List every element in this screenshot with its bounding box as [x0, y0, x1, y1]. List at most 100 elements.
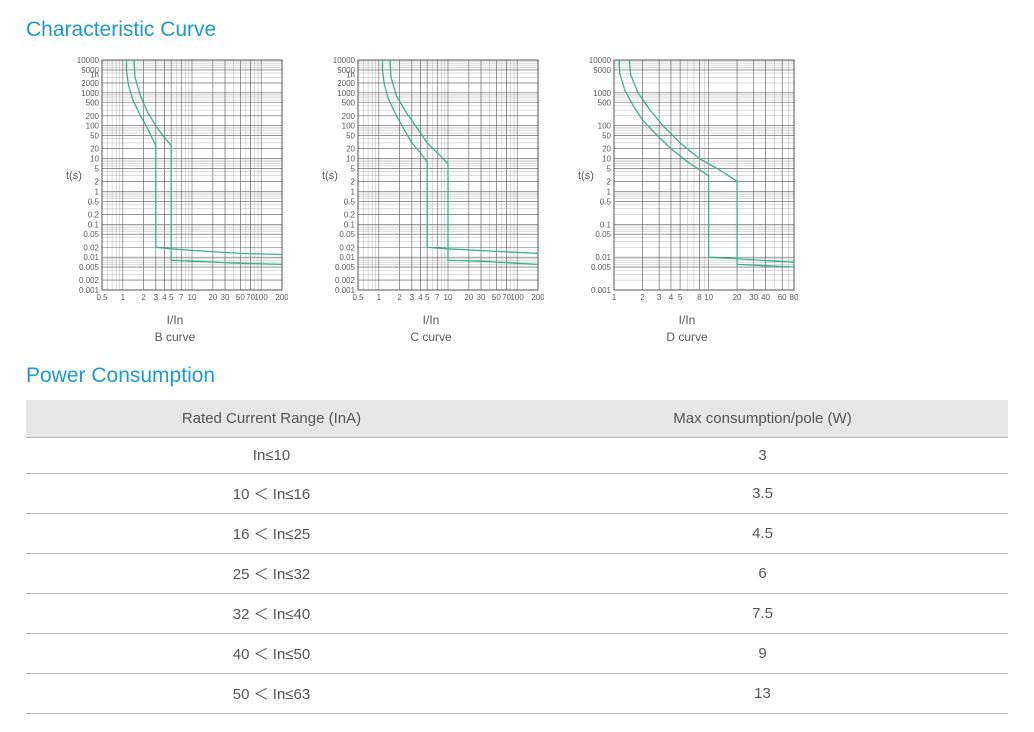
svg-text:7: 7: [179, 293, 184, 302]
svg-text:0.1: 0.1: [88, 220, 100, 229]
table-cell: 3.5: [517, 473, 1008, 513]
svg-text:2000: 2000: [337, 79, 355, 88]
svg-text:10000: 10000: [589, 56, 612, 65]
svg-text:t(s): t(s): [322, 170, 338, 182]
svg-text:0.5: 0.5: [344, 197, 356, 206]
svg-text:100: 100: [342, 122, 356, 131]
power-consumption-table: Rated Current Range (InA)Max consumption…: [26, 400, 1008, 714]
table-cell: 25 ＜ In≤32: [26, 553, 517, 593]
svg-text:0.02: 0.02: [83, 243, 99, 252]
svg-text:0.02: 0.02: [339, 243, 355, 252]
svg-text:10: 10: [90, 155, 99, 164]
svg-text:5000: 5000: [593, 66, 611, 75]
svg-text:1h: 1h: [90, 71, 99, 80]
svg-text:10: 10: [346, 155, 355, 164]
svg-text:0.2: 0.2: [88, 210, 100, 219]
svg-text:500: 500: [86, 99, 100, 108]
table-cell: 9: [517, 633, 1008, 673]
svg-text:1: 1: [351, 187, 356, 196]
svg-text:0.2: 0.2: [344, 210, 356, 219]
svg-text:0.001: 0.001: [591, 286, 612, 295]
svg-text:0.5: 0.5: [352, 293, 364, 302]
chart-b: 0.0010.0020.0050.010.020.050.10.20.51251…: [62, 54, 288, 346]
table-row: 50 ＜ In≤6313: [26, 673, 1008, 713]
svg-text:2: 2: [95, 178, 100, 187]
svg-text:500: 500: [598, 99, 612, 108]
svg-text:2: 2: [397, 293, 402, 302]
svg-text:5: 5: [169, 293, 174, 302]
svg-text:0.005: 0.005: [335, 263, 356, 272]
svg-text:50: 50: [236, 293, 245, 302]
svg-text:1: 1: [95, 187, 100, 196]
table-header: Max consumption/pole (W): [517, 400, 1008, 438]
table-row: In≤103: [26, 437, 1008, 473]
svg-text:8: 8: [697, 293, 702, 302]
table-header: Rated Current Range (InA): [26, 400, 517, 438]
chart-caption-c: I/InC curve: [410, 312, 451, 346]
svg-text:0.05: 0.05: [339, 230, 355, 239]
charts-row: 0.0010.0020.0050.010.020.050.10.20.51251…: [62, 54, 1008, 346]
chart-caption-d: I/InD curve: [666, 312, 707, 346]
table-cell: 50 ＜ In≤63: [26, 673, 517, 713]
table-cell: 3: [517, 437, 1008, 473]
svg-text:30: 30: [221, 293, 230, 302]
svg-text:0.005: 0.005: [79, 263, 100, 272]
table-row: 32 ＜ In≤407.5: [26, 593, 1008, 633]
svg-text:20: 20: [733, 293, 742, 302]
svg-text:0.01: 0.01: [339, 253, 355, 262]
table-cell: 4.5: [517, 513, 1008, 553]
svg-text:60: 60: [778, 293, 787, 302]
svg-text:80: 80: [790, 293, 799, 302]
chart-caption-b: I/InB curve: [155, 312, 196, 346]
svg-text:200: 200: [531, 293, 544, 302]
svg-text:0.5: 0.5: [96, 293, 108, 302]
svg-text:40: 40: [761, 293, 770, 302]
svg-text:10: 10: [188, 293, 197, 302]
svg-text:100: 100: [254, 293, 268, 302]
table-row: 16 ＜ In≤254.5: [26, 513, 1008, 553]
svg-text:1: 1: [607, 187, 612, 196]
svg-text:t(s): t(s): [578, 170, 594, 182]
svg-text:4: 4: [162, 293, 167, 302]
svg-text:10: 10: [704, 293, 713, 302]
svg-text:10: 10: [602, 155, 611, 164]
svg-text:2000: 2000: [81, 79, 99, 88]
table-row: 25 ＜ In≤326: [26, 553, 1008, 593]
svg-text:1000: 1000: [81, 89, 99, 98]
svg-text:4: 4: [418, 293, 423, 302]
svg-text:1000: 1000: [337, 89, 355, 98]
svg-text:50: 50: [602, 132, 611, 141]
svg-text:3: 3: [657, 293, 662, 302]
svg-text:0.01: 0.01: [83, 253, 99, 262]
svg-text:10: 10: [444, 293, 453, 302]
svg-text:0.5: 0.5: [88, 197, 100, 206]
svg-text:0.05: 0.05: [83, 230, 99, 239]
table-row: 40 ＜ In≤509: [26, 633, 1008, 673]
table-cell: 7.5: [517, 593, 1008, 633]
svg-text:0.005: 0.005: [591, 263, 612, 272]
svg-text:30: 30: [749, 293, 758, 302]
table-cell: 32 ＜ In≤40: [26, 593, 517, 633]
characteristic-curve-heading: Characteristic Curve: [26, 18, 1008, 42]
table-cell: 10 ＜ In≤16: [26, 473, 517, 513]
svg-text:20: 20: [602, 145, 611, 154]
svg-text:50: 50: [492, 293, 501, 302]
svg-text:100: 100: [510, 293, 524, 302]
table-cell: 40 ＜ In≤50: [26, 633, 517, 673]
svg-text:5: 5: [351, 164, 356, 173]
svg-text:5: 5: [678, 293, 683, 302]
svg-text:0.002: 0.002: [79, 276, 100, 285]
svg-text:3: 3: [154, 293, 159, 302]
svg-text:1h: 1h: [346, 71, 355, 80]
svg-text:500: 500: [342, 99, 356, 108]
svg-text:200: 200: [275, 293, 288, 302]
svg-text:2: 2: [141, 293, 146, 302]
svg-text:1: 1: [377, 293, 382, 302]
svg-text:3: 3: [410, 293, 415, 302]
svg-text:1: 1: [612, 293, 617, 302]
svg-text:20: 20: [208, 293, 217, 302]
svg-text:50: 50: [346, 132, 355, 141]
svg-text:0.05: 0.05: [595, 230, 611, 239]
svg-text:100: 100: [86, 122, 100, 131]
svg-text:20: 20: [464, 293, 473, 302]
